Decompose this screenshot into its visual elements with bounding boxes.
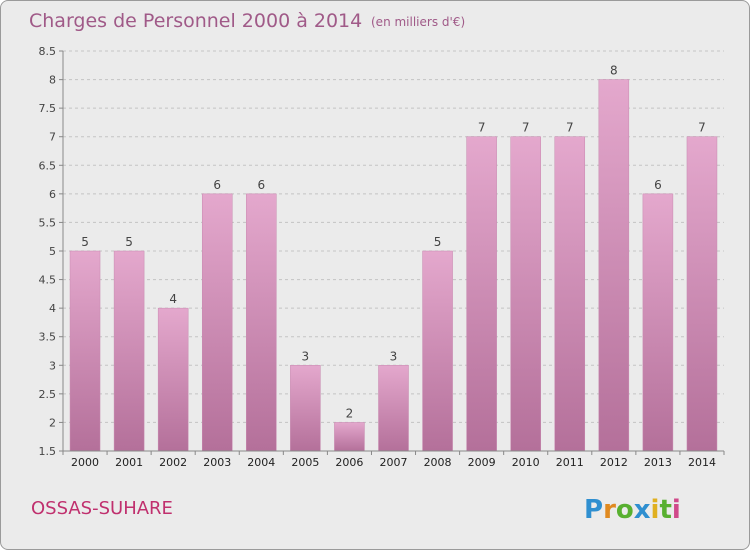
bar-value-label: 3 <box>390 349 398 363</box>
bar-value-label: 5 <box>81 235 89 249</box>
x-tick-label: 2002 <box>159 456 187 469</box>
bar-2010 <box>510 136 541 452</box>
x-tick-label: 2009 <box>468 456 496 469</box>
y-tick-label: 2.5 <box>39 388 57 401</box>
bar-2000 <box>69 250 101 452</box>
bar-2013 <box>642 193 674 452</box>
y-tick-label: 5.5 <box>39 216 57 229</box>
bar-2006 <box>334 422 365 452</box>
y-tick-label: 6 <box>49 188 56 201</box>
x-tick-label: 2005 <box>291 456 319 469</box>
bar-2005 <box>290 365 321 452</box>
svg-text:Proxiti: Proxiti <box>584 495 681 525</box>
bar-value-label: 3 <box>302 349 310 363</box>
y-tick-label: 4 <box>49 302 56 315</box>
y-tick-label: 7.5 <box>39 102 57 115</box>
y-tick-label: 4.5 <box>39 274 57 287</box>
y-tick-label: 5 <box>49 245 56 258</box>
bar-2014 <box>686 136 718 452</box>
bar-value-label: 6 <box>654 178 662 192</box>
bar-value-label: 7 <box>566 121 574 135</box>
x-tick-label: 2000 <box>71 456 99 469</box>
bar-value-label: 7 <box>698 121 706 135</box>
bar-2002 <box>157 307 189 452</box>
bar-2001 <box>113 250 145 452</box>
proxiti-logo: Proxiti <box>584 495 681 525</box>
bar-2004 <box>246 193 277 452</box>
axes: 1.5 2 2.5 3 3.5 4 4.5 5 5.5 6 6.5 7 7.5 8 8.5 2000 2001 2… <box>39 45 725 469</box>
x-tick-label: 2010 <box>512 456 540 469</box>
bar-value-label: 2 <box>346 406 354 420</box>
bar-value-label: 7 <box>522 121 530 135</box>
x-tick-label: 2013 <box>644 456 672 469</box>
y-tick-label: 3 <box>49 359 56 372</box>
bar-value-label: 4 <box>169 292 177 306</box>
commune-name: OSSAS-SUHARE <box>31 498 173 519</box>
bar-2007 <box>378 365 409 452</box>
bar-value-label: 5 <box>434 235 442 249</box>
x-tick-label: 2004 <box>247 456 275 469</box>
x-tick-label: 2007 <box>380 456 408 469</box>
bar-value-label: 6 <box>213 178 221 192</box>
y-tick-label: 2 <box>49 416 56 429</box>
bar-2008 <box>422 250 453 452</box>
bar-2012 <box>598 79 630 452</box>
x-tick-label: 2003 <box>203 456 231 469</box>
y-tick-label: 6.5 <box>39 159 57 172</box>
y-tick-label: 8 <box>49 74 56 87</box>
bar-value-label: 7 <box>478 121 486 135</box>
bar-2009 <box>466 136 497 452</box>
bar-value-label: 6 <box>257 178 265 192</box>
x-tick-label: 2011 <box>556 456 584 469</box>
chart-title: Charges de Personnel 2000 à 2014 <box>29 10 362 32</box>
bar-2003 <box>201 193 233 452</box>
y-tick-label: 3.5 <box>39 331 57 344</box>
y-tick-label: 7 <box>49 131 56 144</box>
bar-value-label: 8 <box>610 64 618 78</box>
x-tick-label: 2012 <box>600 456 628 469</box>
bar-value-label: 5 <box>125 235 133 249</box>
bars: 5 5 4 6 6 3 2 3 5 7 7 7 8 6 7 <box>69 64 718 452</box>
y-tick-label: 8.5 <box>39 45 57 58</box>
x-tick-label: 2014 <box>688 456 716 469</box>
x-tick-label: 2006 <box>335 456 363 469</box>
y-tick-label: 1.5 <box>39 445 57 458</box>
chart-subtitle: (en milliers d'€) <box>371 15 465 29</box>
x-tick-label: 2001 <box>115 456 143 469</box>
bar-2011 <box>554 136 586 452</box>
x-tick-label: 2008 <box>424 456 452 469</box>
